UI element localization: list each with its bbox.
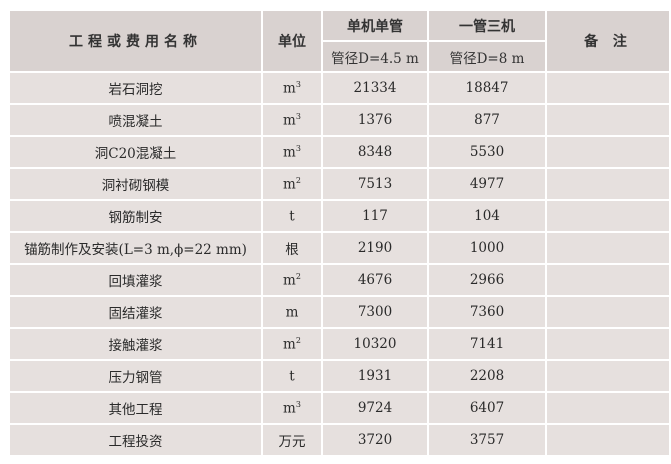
table-row: 岩石洞挖 m3 21334 18847	[8, 71, 671, 105]
unit-base: m	[283, 80, 296, 97]
item-name: 压力钢管	[8, 359, 263, 393]
option1-value: 1931	[321, 359, 429, 393]
unit-base: m	[283, 336, 296, 353]
table-row: 洞C20混凝土 m3 8348 5530	[8, 135, 671, 169]
table-row: 压力钢管 t 1931 2208	[8, 359, 671, 393]
header-unit: 单位	[261, 9, 323, 73]
option2-value: 5530	[427, 135, 547, 169]
unit-exponent: 2	[295, 335, 301, 345]
option1-value: 7513	[321, 167, 429, 201]
option1-value: 9724	[321, 391, 429, 425]
item-name: 钢筋制安	[8, 199, 263, 233]
item-unit: 根	[261, 231, 323, 265]
option2-value: 877	[427, 103, 547, 137]
table-row: 其他工程 m3 9724 6407	[8, 391, 671, 425]
remark-cell	[545, 295, 671, 329]
remark-cell	[545, 71, 671, 105]
item-unit: m3	[261, 71, 323, 105]
remark-cell	[545, 391, 671, 425]
item-name: 锚筋制作及安装(L=3 m,ϕ=22 mm)	[8, 231, 263, 265]
option1-value: 7300	[321, 295, 429, 329]
option1-value: 2190	[321, 231, 429, 265]
item-name: 其他工程	[8, 391, 263, 425]
table-row: 锚筋制作及安装(L=3 m,ϕ=22 mm) 根 2190 1000	[8, 231, 671, 265]
unit-exponent: 2	[295, 175, 301, 185]
option2-value: 3757	[427, 423, 547, 457]
option1-value: 21334	[321, 71, 429, 105]
item-unit: 万元	[261, 423, 323, 457]
unit-base: 根	[285, 242, 299, 258]
header-option1: 单机单管	[321, 9, 429, 42]
option1-value: 1376	[321, 103, 429, 137]
remark-cell	[545, 231, 671, 265]
item-name: 洞衬砌钢模	[8, 167, 263, 201]
option2-value: 104	[427, 199, 547, 233]
option2-value: 1000	[427, 231, 547, 265]
option2-value: 18847	[427, 71, 547, 105]
item-unit: t	[261, 199, 323, 233]
item-name: 回填灌浆	[8, 263, 263, 297]
header-option2: 一管三机	[427, 9, 547, 42]
item-name: 接触灌浆	[8, 327, 263, 361]
remark-cell	[545, 103, 671, 137]
option1-value: 10320	[321, 327, 429, 361]
remark-cell	[545, 199, 671, 233]
header-option2-sub: 管径D=8 m	[427, 40, 547, 73]
header-remark: 备 注	[545, 9, 671, 73]
header-name: 工程或费用名称	[8, 9, 263, 73]
unit-base: t	[289, 368, 295, 385]
unit-base: m	[283, 112, 296, 129]
item-unit: m3	[261, 135, 323, 169]
unit-exponent: 2	[295, 271, 301, 281]
unit-base: m	[283, 272, 296, 289]
item-name: 工程投资	[8, 423, 263, 457]
item-name: 喷混凝土	[8, 103, 263, 137]
item-unit: m2	[261, 263, 323, 297]
table-row: 接触灌浆 m2 10320 7141	[8, 327, 671, 361]
option1-value: 4676	[321, 263, 429, 297]
unit-exponent: 3	[295, 143, 301, 153]
table-row: 工程投资 万元 3720 3757	[8, 423, 671, 457]
remark-cell	[545, 359, 671, 393]
option2-value: 7141	[427, 327, 547, 361]
option1-value: 117	[321, 199, 429, 233]
item-name: 洞C20混凝土	[8, 135, 263, 169]
remark-cell	[545, 135, 671, 169]
table-row: 喷混凝土 m3 1376 877	[8, 103, 671, 137]
table-row: 固结灌浆 m 7300 7360	[8, 295, 671, 329]
item-unit: m3	[261, 103, 323, 137]
option2-value: 6407	[427, 391, 547, 425]
unit-base: m	[285, 304, 299, 321]
item-unit: m2	[261, 327, 323, 361]
option2-value: 4977	[427, 167, 547, 201]
unit-base: 万元	[278, 434, 306, 450]
item-unit: m3	[261, 391, 323, 425]
remark-cell	[545, 263, 671, 297]
unit-base: m	[283, 400, 296, 417]
table-row: 钢筋制安 t 117 104	[8, 199, 671, 233]
item-unit: t	[261, 359, 323, 393]
item-name: 岩石洞挖	[8, 71, 263, 105]
unit-exponent: 3	[295, 111, 301, 121]
item-unit: m	[261, 295, 323, 329]
header-option1-sub: 管径D=4.5 m	[321, 40, 429, 73]
unit-exponent: 3	[295, 399, 301, 409]
option1-value: 8348	[321, 135, 429, 169]
unit-base: m	[283, 144, 296, 161]
option1-value: 3720	[321, 423, 429, 457]
option2-value: 2208	[427, 359, 547, 393]
option2-value: 7360	[427, 295, 547, 329]
unit-base: t	[289, 208, 295, 225]
table-row: 洞衬砌钢模 m2 7513 4977	[8, 167, 671, 201]
unit-base: m	[283, 176, 296, 193]
item-name: 固结灌浆	[8, 295, 263, 329]
option2-value: 2966	[427, 263, 547, 297]
remark-cell	[545, 167, 671, 201]
quantity-table: 工程或费用名称 单位 单机单管 一管三机 备 注 管径D=4.5 m 管径D=8…	[8, 9, 671, 457]
unit-exponent: 3	[295, 79, 301, 89]
item-unit: m2	[261, 167, 323, 201]
remark-cell	[545, 327, 671, 361]
table-row: 回填灌浆 m2 4676 2966	[8, 263, 671, 297]
remark-cell	[545, 423, 671, 457]
